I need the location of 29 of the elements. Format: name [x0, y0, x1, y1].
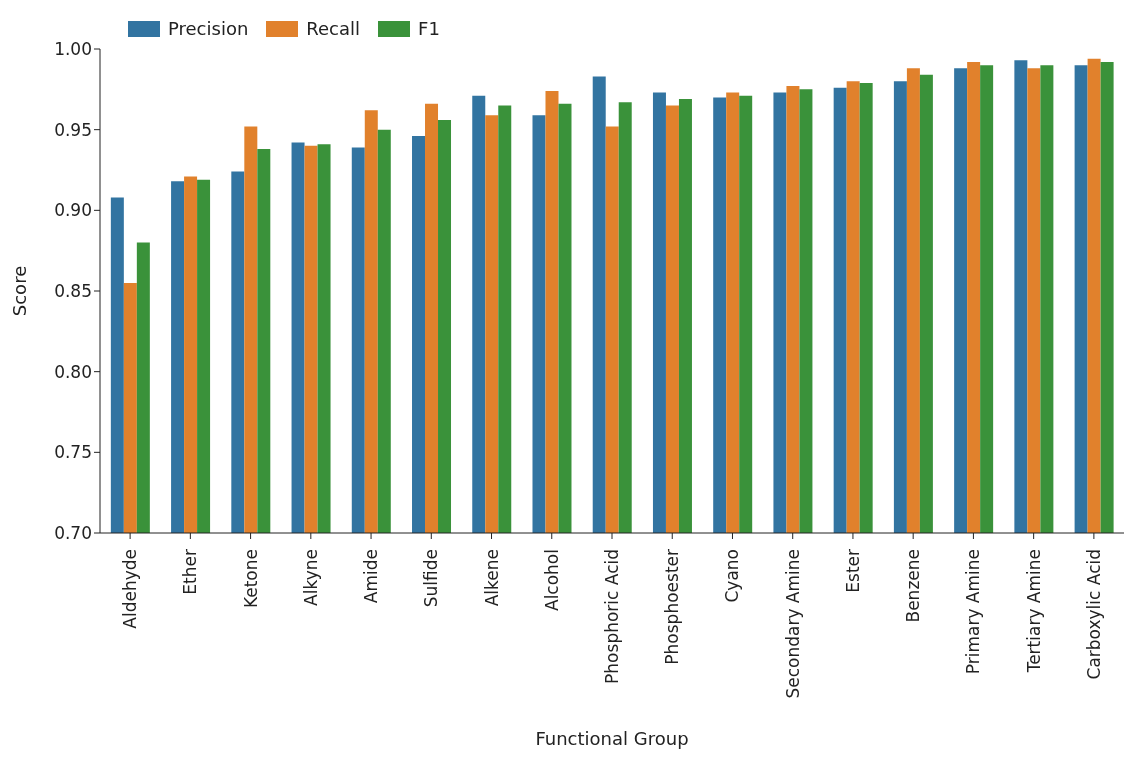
- x-tick-label: Sulfide: [421, 549, 442, 608]
- x-axis-title: Functional Group: [535, 728, 689, 749]
- x-tick-label: Aldehyde: [120, 549, 141, 629]
- y-tick-label: 0.95: [54, 119, 92, 140]
- y-tick-label: 0.70: [54, 523, 92, 544]
- y-tick-label: 0.90: [54, 200, 92, 221]
- x-tick-label: Alcohol: [541, 549, 562, 611]
- y-axis-title: Score: [9, 265, 31, 317]
- x-tick-label: Ether: [180, 549, 201, 595]
- y-tick-label: 0.85: [54, 281, 92, 302]
- x-tick-label: Primary Amine: [963, 549, 984, 675]
- x-tick-label: Carboxylic Acid: [1083, 549, 1104, 680]
- x-tick-label: Ketone: [240, 549, 261, 609]
- x-tick-label: Alkyne: [300, 549, 321, 606]
- x-tick-label: Secondary Amine: [782, 549, 803, 699]
- x-tick-label: Benzene: [903, 549, 924, 623]
- x-tick-label: Phosphoric Acid: [602, 549, 622, 684]
- legend-label: Recall: [305, 18, 361, 39]
- y-tick-label: 0.75: [54, 442, 92, 463]
- x-tick-label: Amide: [361, 549, 382, 604]
- x-tick-label: Ester: [842, 549, 863, 593]
- x-tick-label: Phosphoester: [662, 549, 683, 665]
- x-tick-label: Tertiary Amine: [1023, 549, 1044, 674]
- x-tick-label: Cyano: [722, 549, 743, 603]
- legend-label: F1: [417, 18, 440, 39]
- x-tick-label: Alkene: [481, 549, 502, 607]
- y-tick-label: 1.00: [54, 39, 92, 60]
- y-tick-label: 0.80: [54, 361, 92, 382]
- legend-label: Precision: [167, 18, 249, 39]
